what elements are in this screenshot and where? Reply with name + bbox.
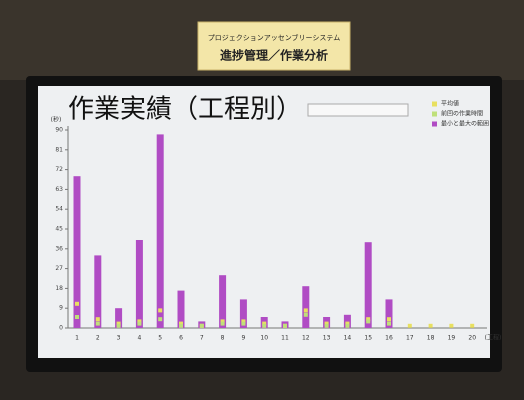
y-tick-label: 9: [59, 305, 63, 312]
point: [387, 317, 391, 322]
point: [387, 321, 391, 326]
point: [324, 323, 329, 328]
x-tick-label: 9: [241, 335, 245, 342]
screen: [38, 86, 490, 358]
x-tick-label: 17: [406, 335, 414, 342]
y-tick-label: 90: [55, 127, 63, 134]
point: [179, 323, 183, 328]
legend-label: 平均値: [441, 100, 459, 108]
x-tick-label: 7: [200, 335, 204, 342]
point: [262, 321, 267, 326]
point: [220, 321, 225, 326]
bar: [135, 240, 143, 328]
point: [116, 323, 121, 328]
point: [158, 308, 163, 313]
point: [324, 321, 329, 326]
point: [137, 321, 142, 326]
bar: [177, 290, 185, 328]
point: [241, 319, 246, 324]
point: [95, 317, 100, 322]
legend-label: 最小と最大の範囲: [441, 120, 489, 128]
point: [116, 321, 121, 326]
point: [262, 323, 267, 328]
legend-swatch: [432, 101, 437, 107]
point: [345, 321, 350, 326]
bar: [385, 299, 393, 328]
y-tick-label: 81: [55, 146, 63, 153]
bar: [343, 314, 351, 328]
x-tick-label: 2: [96, 335, 100, 342]
sign-line1: プロジェクションアッセンブリーシステム: [208, 33, 340, 42]
sign: [197, 21, 351, 71]
y-axis-label: (秒): [51, 116, 62, 124]
x-tick-label: 10: [260, 335, 268, 342]
point: [241, 321, 246, 326]
chart-title: 作業実績（工程別）: [68, 95, 302, 125]
bar: [156, 134, 164, 328]
point: [345, 323, 350, 328]
x-tick-label: 1: [75, 335, 79, 342]
y-tick-label: 0: [59, 325, 63, 332]
x-tick-label: 6: [179, 335, 183, 342]
x-tick-label: 4: [137, 335, 141, 342]
y-tick-label: 54: [55, 206, 63, 213]
x-tick-label: 5: [158, 335, 162, 342]
y-tick-label: 36: [55, 245, 63, 252]
x-tick-label: 12: [302, 335, 310, 342]
point: [179, 321, 183, 326]
sign-line2: 進捗管理／作業分析: [220, 48, 328, 63]
point: [199, 323, 204, 328]
x-tick-label: 8: [221, 335, 225, 342]
bar: [364, 242, 372, 328]
input-box: [307, 103, 409, 117]
point: [303, 312, 308, 317]
legend-label: 前回の作業時間: [441, 110, 483, 118]
x-tick-label: 15: [364, 335, 372, 342]
x-tick-label: 13: [323, 335, 331, 342]
bar: [239, 299, 247, 328]
point: [75, 301, 79, 306]
point: [220, 319, 225, 324]
legend-swatch: [432, 121, 437, 127]
point: [95, 321, 100, 326]
x-tick-label: 16: [385, 335, 393, 342]
x-axis-label: (工程): [485, 334, 502, 342]
bar: [219, 275, 227, 328]
y-tick-label: 18: [55, 285, 63, 292]
bar: [73, 176, 81, 328]
point: [283, 323, 287, 328]
x-tick-label: 18: [427, 335, 435, 342]
point: [366, 317, 371, 322]
point: [158, 317, 163, 322]
point: [449, 323, 454, 328]
point: [303, 308, 308, 313]
y-tick-label: 63: [55, 186, 63, 193]
bar: [115, 308, 123, 328]
point: [366, 319, 371, 324]
point: [137, 319, 142, 324]
y-tick-label: 45: [55, 226, 63, 233]
x-tick-label: 3: [117, 335, 121, 342]
bar: [94, 255, 102, 328]
x-tick-label: 14: [344, 335, 352, 342]
bar: [302, 286, 310, 328]
legend-swatch: [432, 111, 437, 117]
x-tick-label: 11: [281, 335, 289, 342]
x-tick-label: 20: [468, 335, 476, 342]
point: [75, 315, 79, 319]
y-tick-label: 72: [55, 166, 63, 173]
x-tick-label: 19: [448, 335, 456, 342]
point: [428, 323, 433, 328]
point: [407, 323, 412, 328]
y-tick-label: 27: [55, 265, 63, 272]
point: [470, 323, 475, 328]
